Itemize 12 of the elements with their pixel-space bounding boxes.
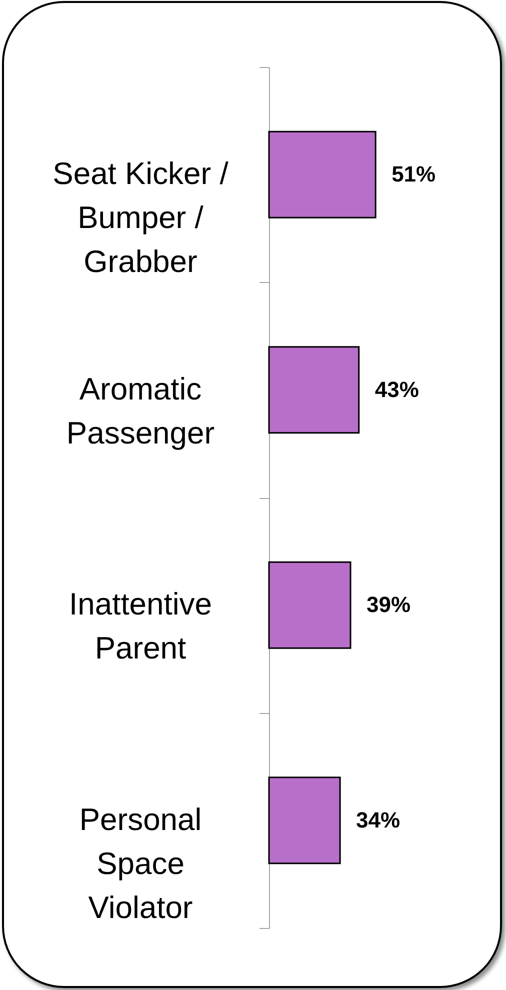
y-tick-label: Aromatic Passenger: [66, 371, 215, 450]
y-tick-label: Personal Space Violator: [79, 802, 202, 925]
bar: [268, 561, 352, 649]
bar: [268, 776, 341, 864]
data-label: 39%: [366, 592, 411, 618]
bar: [268, 346, 360, 434]
bar: [268, 130, 376, 218]
data-label: 51%: [392, 162, 436, 187]
y-tick-label: Inattentive Parent: [69, 586, 212, 666]
data-label: 43%: [374, 376, 419, 402]
y-tick-label: Seat Kicker / Bumper / Grabber: [52, 156, 229, 280]
data-label: 34%: [356, 807, 400, 832]
